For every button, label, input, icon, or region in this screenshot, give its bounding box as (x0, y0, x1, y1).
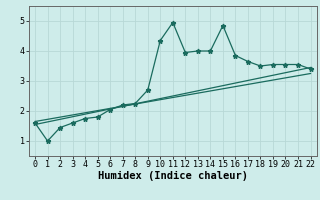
X-axis label: Humidex (Indice chaleur): Humidex (Indice chaleur) (98, 171, 248, 181)
